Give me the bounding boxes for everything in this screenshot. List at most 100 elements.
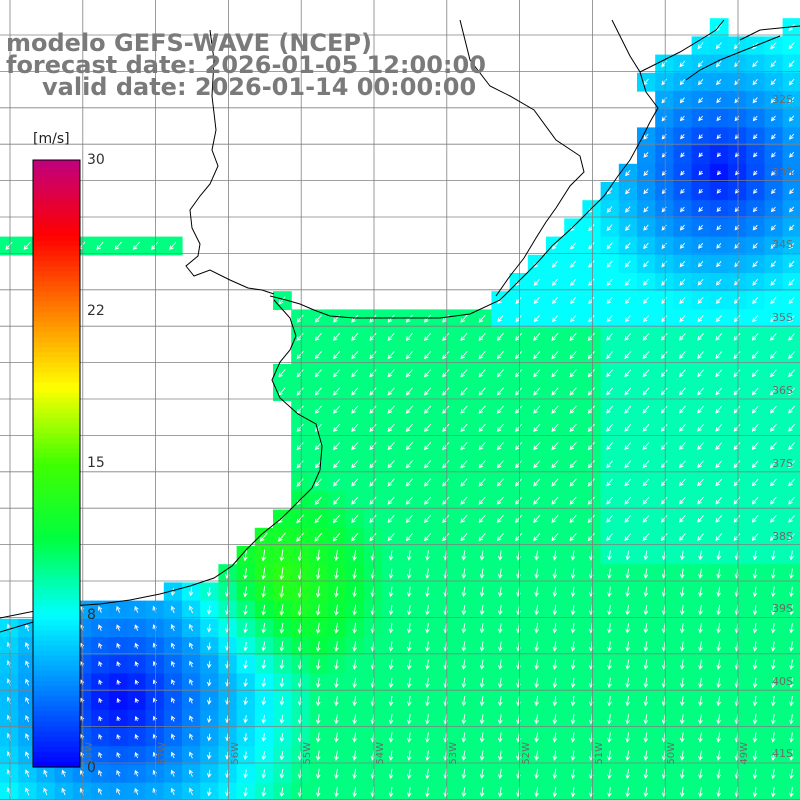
wind-arrow bbox=[352, 732, 357, 743]
wind-arrow bbox=[551, 405, 559, 414]
wind-arrow bbox=[643, 152, 649, 158]
wind-arrow bbox=[680, 134, 685, 140]
wind-arrow bbox=[497, 568, 503, 579]
wind-arrow bbox=[351, 332, 359, 342]
wind-arrow bbox=[387, 533, 395, 542]
wind-arrow bbox=[752, 278, 759, 286]
wind-arrow bbox=[98, 624, 103, 631]
wind-arrow bbox=[606, 533, 613, 542]
wind-arrow bbox=[406, 659, 412, 670]
colorbar-tick-0: 0 bbox=[87, 760, 96, 776]
wind-arrow bbox=[442, 332, 450, 342]
wind-arrow bbox=[278, 369, 286, 378]
border-uruguay bbox=[459, 19, 585, 297]
coastline-east bbox=[639, 19, 800, 81]
wind-arrow bbox=[697, 369, 704, 378]
colorbar-band bbox=[33, 706, 80, 712]
wind-arrow bbox=[569, 514, 577, 524]
wind-arrow bbox=[170, 769, 176, 777]
wind-arrow bbox=[478, 533, 486, 542]
wind-arrow bbox=[643, 260, 649, 268]
wind-arrow bbox=[660, 460, 668, 469]
colorbar-band bbox=[33, 509, 80, 515]
wind-arrow bbox=[569, 332, 577, 342]
wind-arrow bbox=[551, 332, 559, 342]
wind-arrow bbox=[698, 732, 703, 743]
wind-arrow bbox=[132, 241, 140, 251]
colorbar-band bbox=[33, 514, 80, 520]
wind-arrow bbox=[679, 60, 686, 68]
wind-arrow bbox=[698, 623, 703, 634]
wind-arrow bbox=[752, 586, 758, 598]
wind-arrow bbox=[660, 533, 668, 542]
wind-arrow bbox=[752, 677, 758, 689]
wind-arrow bbox=[206, 769, 212, 778]
wind-arrow bbox=[751, 369, 759, 378]
wind-arrow bbox=[606, 296, 613, 305]
wind-arrow bbox=[315, 549, 321, 562]
wind-arrow bbox=[716, 550, 722, 561]
estuary bbox=[0, 299, 323, 619]
wind-arrow bbox=[570, 550, 576, 561]
wind-arrow bbox=[789, 786, 794, 798]
wind-arrow bbox=[789, 768, 794, 780]
wind-arrow bbox=[698, 152, 703, 158]
wind-arrow bbox=[43, 787, 48, 796]
wind-arrow bbox=[569, 405, 577, 414]
wind-arrow bbox=[698, 170, 704, 176]
wind-arrow bbox=[607, 786, 612, 798]
wind-arrow bbox=[588, 224, 595, 232]
wind-arrow bbox=[607, 732, 612, 743]
wind-arrow bbox=[461, 750, 467, 761]
wind-arrow bbox=[116, 624, 121, 631]
wind-arrow bbox=[624, 478, 632, 487]
wind-arrow bbox=[698, 768, 703, 780]
wind-arrow bbox=[606, 260, 613, 268]
wind-arrow bbox=[442, 351, 450, 360]
wind-arrow bbox=[25, 751, 30, 759]
wind-arrow bbox=[769, 496, 777, 505]
wind-arrow bbox=[206, 715, 212, 724]
wind-arrow bbox=[679, 568, 685, 579]
wind-arrow bbox=[170, 679, 176, 686]
wind-arrow bbox=[334, 604, 339, 616]
wind-arrow bbox=[479, 786, 485, 798]
wind-arrow bbox=[769, 369, 777, 378]
wind-arrow bbox=[752, 732, 758, 743]
wind-arrow bbox=[660, 405, 668, 414]
wind-arrow bbox=[769, 424, 777, 432]
colorbar-band bbox=[33, 721, 80, 728]
wind-arrow bbox=[770, 677, 776, 689]
colorbar-tick-8: 8 bbox=[87, 607, 96, 623]
wind-arrow bbox=[788, 515, 795, 523]
wind-arrow bbox=[170, 642, 176, 650]
wind-arrow bbox=[479, 568, 485, 579]
wind-arrow bbox=[150, 241, 159, 251]
wind-arrow bbox=[643, 133, 649, 140]
wind-arrow bbox=[388, 604, 394, 616]
wind-arrow bbox=[461, 623, 467, 634]
wind-arrow bbox=[715, 369, 723, 378]
wind-arrow bbox=[697, 496, 704, 505]
wind-arrow bbox=[405, 442, 413, 451]
wind-arrow bbox=[643, 695, 649, 707]
wind-arrow bbox=[533, 387, 541, 396]
wind-arrow bbox=[789, 695, 794, 707]
wind-arrow bbox=[533, 442, 541, 451]
wind-arrow bbox=[369, 423, 377, 433]
wind-arrow bbox=[315, 732, 321, 743]
wind-arrow bbox=[606, 278, 613, 286]
wind-arrow bbox=[716, 243, 722, 249]
wind-arrow bbox=[461, 641, 467, 652]
wind-arrow bbox=[170, 697, 176, 704]
wind-arrow bbox=[733, 42, 740, 50]
wind-arrow bbox=[189, 678, 194, 686]
wind-arrow bbox=[697, 261, 704, 268]
wind-arrow bbox=[261, 787, 267, 797]
wind-arrow bbox=[715, 351, 723, 360]
wind-arrow bbox=[514, 369, 523, 378]
wind-arrow bbox=[534, 641, 539, 652]
wind-arrow bbox=[514, 405, 523, 414]
colorbar-band bbox=[33, 372, 80, 379]
wind-arrow bbox=[716, 750, 721, 761]
